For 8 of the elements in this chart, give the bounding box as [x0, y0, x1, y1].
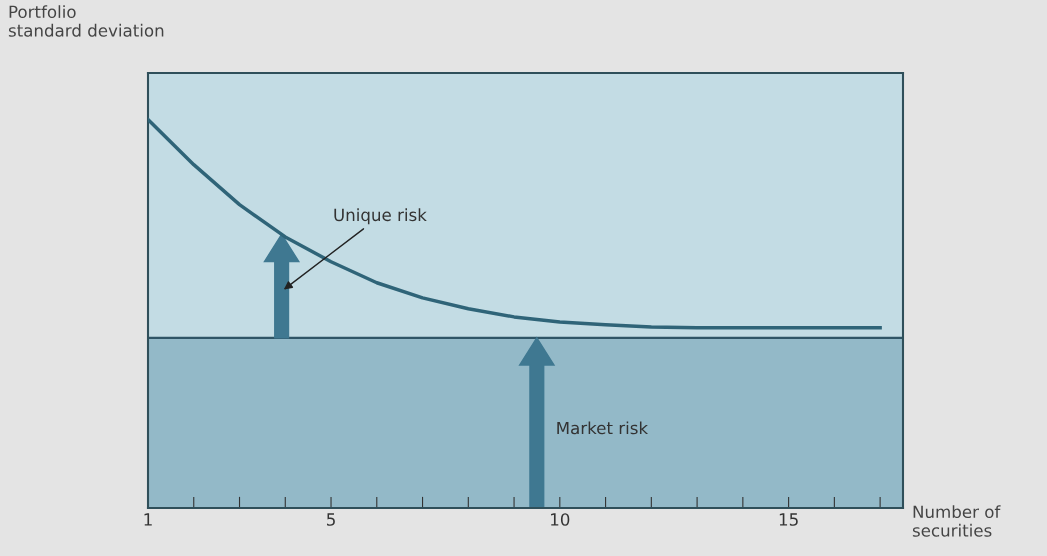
annotation: Market risk	[557, 421, 649, 435]
y-axis-title: Portfolio standard deviation	[8, 5, 164, 37]
annotation: Unique risk	[334, 208, 427, 225]
x-tick-label: 5	[327, 513, 335, 526]
x-tick-label: 1	[144, 513, 152, 526]
x-tick-label: 10	[551, 513, 570, 526]
x-tick-label: 15	[779, 513, 798, 526]
x-axis-title: Number of securities	[912, 505, 1001, 537]
